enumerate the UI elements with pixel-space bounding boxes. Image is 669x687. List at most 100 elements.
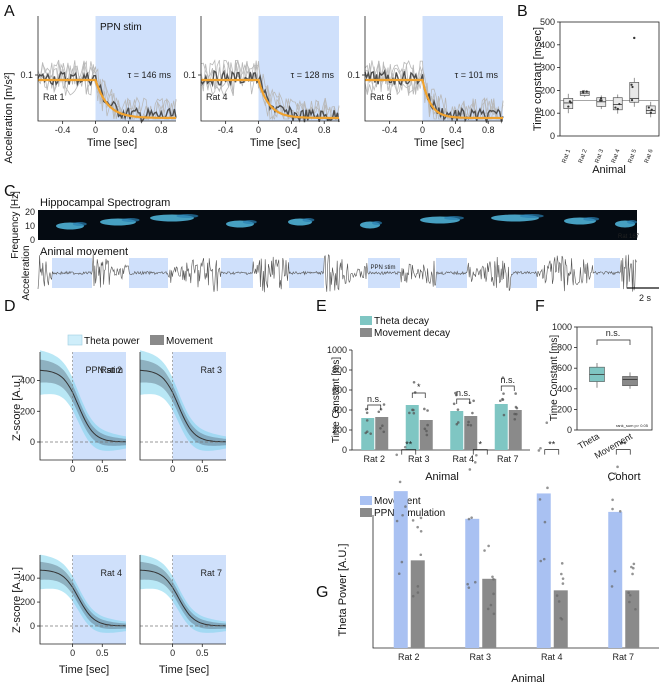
data-point [501, 398, 505, 401]
rat-label: Rat 6 [370, 92, 392, 102]
y-tick-label: 600 [332, 385, 347, 395]
data-point [467, 586, 471, 589]
data-point [614, 106, 617, 109]
movement-sd-band [140, 359, 226, 446]
data-point [470, 516, 473, 519]
data-point [628, 593, 632, 597]
data-point [377, 410, 381, 414]
panel-c: Hippocampal Spectrogram Frequency [Hz] 20 1… [10, 191, 659, 303]
bar-movement [465, 518, 480, 648]
y-axis-label: Time constant [msec] [532, 27, 544, 131]
significance-bracket [411, 392, 426, 398]
movement-trace [37, 254, 637, 293]
significance-label: n.s. [500, 375, 515, 385]
data-point [613, 569, 617, 573]
significance-label: * [417, 382, 421, 392]
spectrogram-hot-spot [72, 222, 87, 226]
data-point [467, 517, 471, 521]
plot-frame [576, 326, 653, 431]
mean-line [39, 569, 127, 627]
y-tick-label: 200 [20, 406, 35, 416]
data-point [411, 519, 415, 522]
x-tick-label: Rat 3 [595, 148, 606, 164]
x-tick-label: -0.4 [55, 125, 71, 135]
theta-sd-band [140, 350, 226, 451]
x-tick-label: 0.5 [196, 648, 209, 658]
stim-label: PPN stim [370, 265, 395, 271]
data-point [616, 107, 619, 110]
data-point [539, 559, 543, 563]
theta-sd-band [40, 350, 126, 451]
box-rat-4 [612, 94, 623, 114]
x-tick-label: Rat 2 [363, 454, 385, 464]
data-point [419, 529, 423, 533]
data-point [492, 592, 495, 596]
bar-theta [405, 405, 419, 450]
legend-swatch-theta-decay [360, 316, 372, 325]
data-point [515, 406, 519, 410]
data-point [395, 453, 399, 457]
data-point [537, 449, 541, 452]
panel-label-f: F [535, 298, 545, 315]
data-point [650, 108, 653, 111]
data-point [585, 90, 588, 93]
x-tick-label: 0.5 [96, 648, 109, 658]
data-point [630, 98, 634, 102]
axes [364, 16, 503, 122]
x-axis-label: Time [sec] [414, 137, 464, 149]
data-point [466, 423, 470, 427]
box-body [563, 98, 574, 109]
bar-ppn-stimulation [625, 590, 640, 648]
data-point [423, 427, 427, 431]
panel-d-subplot-4: 0 0.5 Rat 7 [139, 554, 227, 658]
x-tick-label: Rat 4 [452, 454, 474, 464]
legend-label-theta: Theta power [84, 336, 140, 347]
data-point [631, 85, 634, 89]
plot-frame [559, 21, 660, 137]
data-point [411, 594, 415, 598]
data-point [423, 407, 426, 411]
panel-d-subplot-3: 400 200 0 0 0.5 Rat 4 [20, 554, 127, 658]
spectrogram-hot-spot [121, 218, 140, 222]
rat-tag: Rat 167 [618, 234, 640, 240]
bar-movement [464, 416, 478, 450]
x-axis-label: Animal [511, 673, 545, 685]
legend-swatch-movement [150, 335, 164, 345]
panel-label-b: B [517, 3, 528, 20]
legend-label-movement: Movement [166, 336, 213, 347]
tau-label: τ = 101 ms [455, 70, 499, 80]
data-point [395, 519, 399, 523]
x-axis-label: Time [sec] [59, 664, 109, 676]
x-axis-label: Time [sec] [250, 137, 300, 149]
significance-bracket [615, 449, 631, 455]
data-point [425, 429, 428, 433]
x-axis-label: Time [sec] [87, 137, 137, 149]
exp-fit-line [201, 78, 339, 120]
data-point [613, 472, 617, 476]
data-point [561, 582, 565, 585]
y-tick-label: 500 [540, 17, 555, 27]
data-point [452, 402, 456, 406]
data-point [568, 100, 571, 103]
data-point [611, 507, 614, 511]
y-tick-label: 0 [30, 621, 35, 631]
data-point [426, 409, 429, 412]
box-body [622, 376, 638, 387]
y-tick-label: 800 [332, 365, 347, 375]
bar-movement [508, 410, 522, 450]
x-tick-label: Movement [593, 431, 635, 461]
data-point [514, 392, 517, 395]
box-body [629, 82, 640, 103]
x-tick-label: Rat 7 [497, 454, 519, 464]
x-tick-label: 0 [70, 648, 75, 658]
tau-label: τ = 128 ms [291, 70, 335, 80]
data-point [487, 544, 490, 548]
data-point [486, 607, 490, 611]
data-point [560, 572, 563, 576]
mean-line [139, 369, 226, 443]
x-tick-label: 0.4 [285, 125, 298, 135]
data-point [398, 480, 402, 484]
spectrogram-hot-spot [627, 220, 637, 224]
bar-theta [450, 411, 464, 450]
